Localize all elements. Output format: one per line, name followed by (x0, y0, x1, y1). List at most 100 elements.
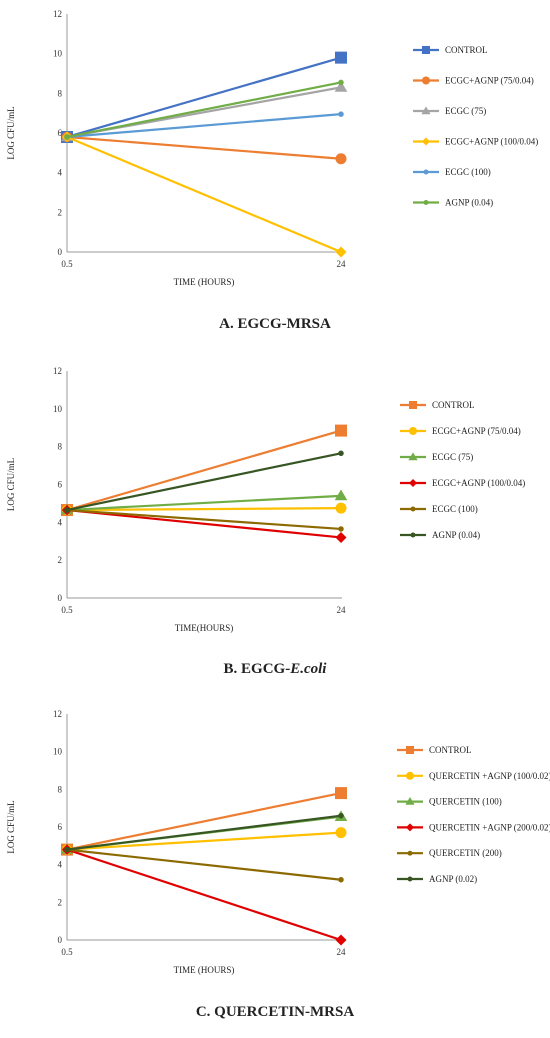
data-point (338, 812, 344, 819)
y-tick-label: 10 (53, 747, 63, 757)
data-point (338, 450, 344, 457)
legend-marker (407, 876, 413, 882)
legend-entry: ECGC (75) (432, 452, 473, 462)
series-line (66, 848, 342, 942)
legend-entry: AGNP (0.02) (429, 874, 477, 884)
legend-entry: ECGC (75) (445, 106, 486, 116)
y-tick-label: 4 (58, 168, 63, 178)
legend-marker (406, 746, 414, 754)
legend-marker (406, 823, 414, 832)
legend-marker (409, 401, 417, 409)
series-line (66, 452, 342, 512)
legend-marker (409, 427, 417, 435)
y-tick-label: 10 (53, 404, 63, 414)
y-tick-label: 2 (58, 555, 63, 565)
data-point (64, 507, 70, 513)
x-axis-label: TIME (HOURS) (174, 277, 235, 287)
data-point (335, 424, 347, 437)
series-line (66, 848, 342, 881)
y-tick-label: 0 (58, 247, 63, 257)
caption-c: C. QUERCETIN-MRSA (195, 1004, 355, 1020)
legend-marker (422, 137, 430, 146)
y-tick-label: 12 (53, 366, 62, 376)
data-point (334, 489, 348, 501)
data-point (335, 531, 347, 543)
x-axis-label: TIME(HOURS) (175, 623, 234, 633)
legend-entry: ECGC+AGNP (100/0.04) (445, 137, 538, 147)
y-tick-label: 0 (58, 935, 63, 945)
x-tick-label: 24 (337, 947, 347, 957)
y-tick-label: 4 (58, 517, 63, 527)
data-point (335, 934, 347, 946)
x-tick-label: 24 (337, 259, 347, 269)
legend-marker (423, 200, 429, 205)
data-point (338, 111, 344, 117)
legend-entry: CONTROL (445, 45, 488, 55)
data-point (334, 81, 348, 92)
y-tick-label: 2 (58, 207, 63, 217)
y-tick-label: 10 (53, 49, 63, 59)
data-point (64, 134, 70, 140)
series-line (66, 814, 342, 851)
legend-marker (405, 797, 415, 805)
legend-entry: CONTROL (432, 400, 475, 410)
series-line (66, 56, 342, 139)
legend-marker (410, 532, 416, 538)
data-point (338, 526, 344, 532)
y-tick-label: 12 (53, 9, 62, 19)
series-line (66, 135, 342, 254)
y-tick-label: 8 (58, 88, 63, 98)
legend-entry: QUERCETIN (200) (429, 848, 502, 858)
y-tick-label: 6 (58, 128, 63, 138)
legend-entry: ECGC+AGNP (100/0.04) (432, 478, 525, 488)
series-line (66, 429, 342, 512)
series-line (66, 135, 342, 160)
legend-marker (407, 850, 413, 856)
data-point (335, 153, 347, 165)
x-tick-label: 24 (337, 605, 347, 615)
y-tick-label: 6 (58, 480, 63, 490)
legend-marker (421, 106, 431, 115)
y-axis-label: LOG CFU/mL (6, 458, 16, 511)
data-point (338, 876, 344, 883)
y-tick-label: 0 (58, 593, 63, 603)
data-point (64, 846, 70, 853)
series-line (66, 792, 342, 851)
y-tick-label: 8 (58, 784, 63, 794)
data-point (335, 827, 347, 839)
x-tick-label: 0.5 (61, 259, 73, 269)
series-line (66, 831, 342, 851)
chart-panel-a: 0 2 4 6 8 10 12 0.5 24 TIME (HOURS) LOG CFU/mL CONT… (0, 0, 550, 345)
y-tick-label: 8 (58, 442, 63, 452)
legend-entry: QUERCETIN (100) (429, 797, 502, 807)
y-tick-label: 4 (58, 860, 63, 870)
legend-entry: ECGC (100) (445, 167, 491, 177)
x-tick-label: 0.5 (61, 605, 73, 615)
caption-b: B. EGCG-E.coli (223, 661, 327, 677)
legend-marker (422, 46, 430, 54)
chart-panel-c: 0 2 4 6 8 10 12 0.5 24 TIME (HOURS) LOG CFU/mL CONT… (0, 690, 550, 1038)
y-tick-label: 6 (58, 822, 63, 832)
legend-entry: ECGC (100) (432, 504, 478, 514)
data-point (335, 787, 347, 800)
caption-a: A. EGCG-MRSA (219, 316, 331, 332)
data-point (338, 79, 344, 86)
x-axis-label: TIME (HOURS) (174, 965, 235, 975)
legend-marker (409, 479, 417, 487)
legend-marker (410, 506, 416, 512)
x-tick-label: 0.5 (61, 947, 73, 957)
legend-entry: ECGC+AGNP (75/0.04) (432, 426, 521, 436)
legend-entry: AGNP (0.04) (432, 530, 480, 540)
y-tick-label: 12 (53, 709, 62, 719)
y-tick-label: 2 (58, 897, 63, 907)
series-line (66, 508, 342, 539)
chart-panel-b: 0 2 4 6 8 10 12 0.5 24 TIME(HOURS) LOG CFU/mL CONTR… (0, 345, 550, 690)
y-axis-label: LOG CFU/mL (6, 800, 16, 853)
series-line (66, 81, 342, 139)
data-point (335, 246, 347, 258)
legend-marker (408, 452, 418, 461)
y-axis-label: LOG CFU/mL (6, 106, 16, 159)
